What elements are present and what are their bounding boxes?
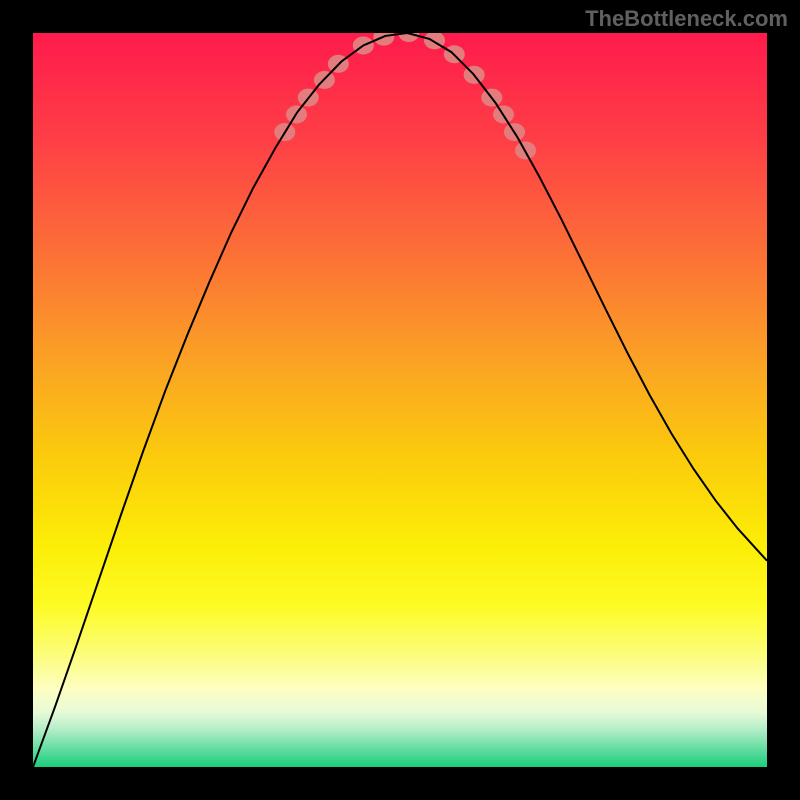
bottleneck-chart bbox=[33, 33, 767, 767]
plot-area bbox=[33, 33, 767, 767]
chart-background bbox=[33, 33, 767, 767]
watermark: TheBottleneck.com bbox=[585, 6, 788, 32]
